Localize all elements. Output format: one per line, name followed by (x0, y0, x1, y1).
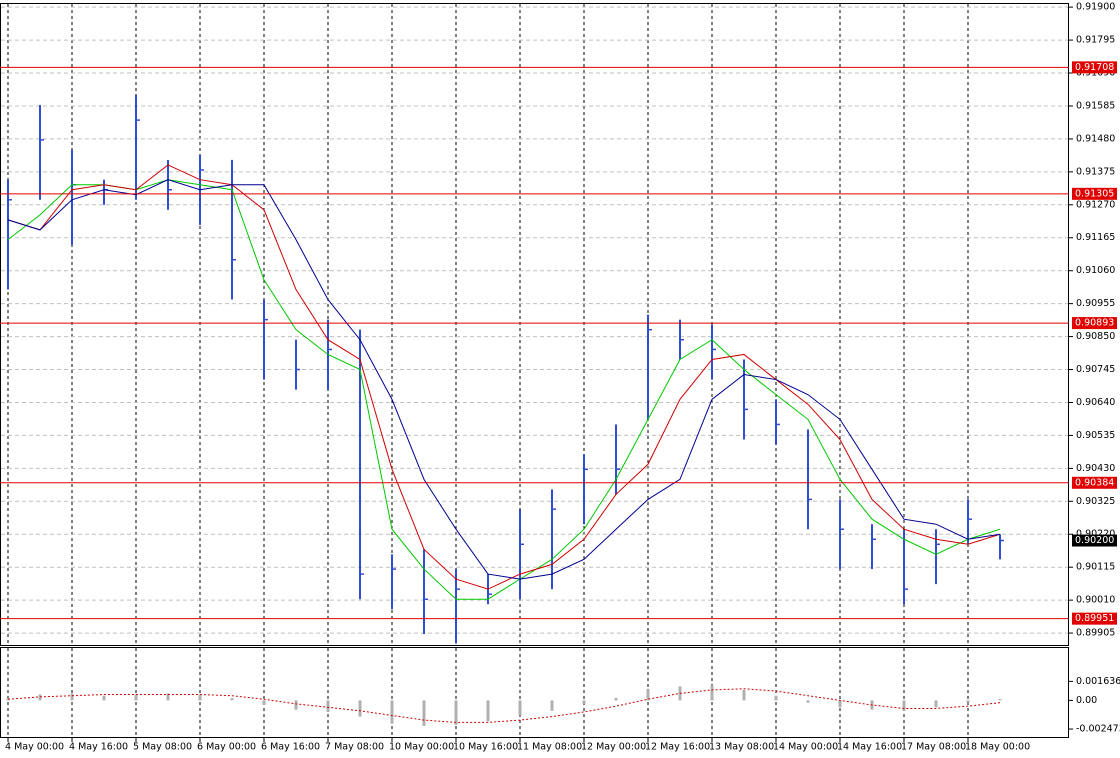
price-pane (0, 3, 1069, 646)
y-tick-label: 0.91060 (1076, 265, 1115, 276)
y-tick-label: 0.91270 (1076, 199, 1115, 210)
level-label: 0.89951 (1075, 613, 1114, 624)
histogram-bar (390, 700, 394, 724)
histogram-bar (646, 688, 650, 701)
histogram-bar (422, 700, 426, 726)
x-tick-label: 11 May 08:00 (517, 742, 582, 753)
level-label-box (1072, 61, 1117, 74)
x-tick-label: 14 May 00:00 (773, 742, 838, 753)
histogram-bar (518, 700, 522, 716)
y-tick-label: 0.90220 (1076, 529, 1115, 540)
level-label: 0.90384 (1075, 477, 1114, 488)
y-tick-label: 0.90850 (1076, 331, 1115, 342)
level-label-box (1072, 317, 1117, 330)
histogram-bar (966, 700, 970, 703)
level-label-box (1072, 476, 1117, 489)
indicator-pane (0, 647, 1069, 738)
y-tick-label: 0.90955 (1076, 298, 1115, 309)
histogram-bar (326, 700, 330, 712)
x-tick-label: 18 May 00:00 (965, 742, 1030, 753)
x-tick-label: 12 May 16:00 (645, 742, 710, 753)
y-tick-label: 0.89905 (1076, 628, 1115, 639)
histogram-bar (806, 700, 810, 703)
y-tick-label: 0.90325 (1076, 496, 1115, 507)
x-tick-label: 12 May 00:00 (581, 742, 646, 753)
histogram-bar (902, 700, 906, 711)
y-tick-label: -0.002473 (1076, 724, 1120, 735)
x-tick-label: 10 May 16:00 (453, 742, 518, 753)
histogram-bar (70, 693, 74, 701)
level-label: 0.91305 (1075, 188, 1114, 199)
y-tick-label: 0.90535 (1076, 430, 1115, 441)
y-tick-label: 0.91900 (1076, 2, 1115, 13)
histogram-bar (486, 700, 490, 722)
y-tick-label: 0.90745 (1076, 364, 1115, 375)
level-label-box (1072, 187, 1117, 200)
histogram-bar (934, 700, 938, 708)
x-tick-label: 13 May 08:00 (709, 742, 774, 753)
y-tick-label: 0.91480 (1076, 133, 1115, 144)
y-tick-label: 0.90010 (1076, 595, 1115, 606)
x-tick-label: 6 May 16:00 (261, 742, 320, 753)
signal-line (7, 688, 1001, 723)
histogram-bar (582, 700, 586, 704)
y-tick-label: 0.00 (1076, 695, 1097, 706)
y-tick-label: 0.91585 (1076, 100, 1115, 111)
x-tick-label: 6 May 00:00 (197, 742, 256, 753)
y-tick-label: 0.90430 (1076, 463, 1115, 474)
x-tick-label: 7 May 08:00 (325, 742, 384, 753)
x-tick-label: 14 May 16:00 (837, 742, 902, 753)
price-label-box (1072, 534, 1117, 547)
y-tick-label: 0.91795 (1076, 35, 1115, 46)
level-label: 0.91708 (1075, 62, 1114, 73)
x-tick-label: 17 May 08:00 (901, 742, 966, 753)
histogram-bar (774, 695, 778, 701)
histogram-bar (742, 689, 746, 701)
histogram-bar (358, 700, 362, 717)
y-tick-label: 0.90115 (1076, 562, 1115, 573)
histogram-bar (166, 693, 170, 701)
histogram-bar (262, 700, 266, 705)
histogram-bar (198, 694, 202, 701)
moving-average (7, 179, 1001, 600)
y-tick-label: 0.90640 (1076, 397, 1115, 408)
histogram-bar (614, 698, 618, 701)
level-label: 0.90893 (1075, 318, 1114, 329)
level-label-box (1072, 612, 1117, 625)
moving-average (7, 164, 1001, 590)
histogram-bar (134, 694, 138, 701)
histogram-bar (710, 685, 714, 701)
histogram-bar (998, 699, 1002, 701)
x-tick-label: 4 May 16:00 (69, 742, 128, 753)
histogram-bar (230, 698, 234, 701)
y-tick-label: 0.91165 (1076, 232, 1115, 243)
x-tick-label: 10 May 00:00 (389, 742, 454, 753)
moving-average (7, 179, 1001, 580)
y-tick-label: 0.001636 (1076, 676, 1120, 687)
histogram-bar (38, 694, 42, 701)
x-tick-label: 5 May 08:00 (133, 742, 192, 753)
histogram-bar (550, 700, 554, 711)
x-tick-label: 4 May 00:00 (5, 742, 64, 753)
histogram-bar (838, 700, 842, 708)
price-label: 0.90200 (1075, 535, 1114, 546)
histogram-bar (102, 695, 106, 701)
histogram-bar (454, 700, 458, 725)
y-tick-label: 0.91375 (1076, 166, 1115, 177)
histogram-bar (294, 700, 298, 710)
